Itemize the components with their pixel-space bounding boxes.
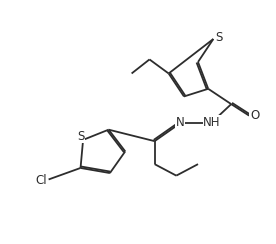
- Text: S: S: [77, 130, 84, 142]
- Text: S: S: [215, 31, 223, 44]
- Text: NH: NH: [203, 115, 221, 129]
- Text: Cl: Cl: [35, 174, 47, 187]
- Text: O: O: [250, 109, 259, 122]
- Text: N: N: [176, 115, 185, 129]
